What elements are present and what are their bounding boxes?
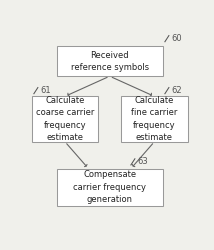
Text: Received
reference symbols: Received reference symbols — [71, 50, 149, 72]
Text: 62: 62 — [172, 86, 183, 95]
FancyBboxPatch shape — [121, 96, 188, 142]
Text: 61: 61 — [41, 86, 52, 95]
Text: 60: 60 — [172, 34, 183, 43]
FancyBboxPatch shape — [32, 96, 98, 142]
FancyBboxPatch shape — [56, 168, 163, 206]
Text: 63: 63 — [138, 157, 149, 166]
Text: Calculate
coarse carrier
frequency
estimate: Calculate coarse carrier frequency estim… — [36, 96, 94, 142]
Text: Calculate
fine carrier
frequency
estimate: Calculate fine carrier frequency estimat… — [131, 96, 178, 142]
FancyBboxPatch shape — [56, 46, 163, 76]
Text: Compensate
carrier frequency
generation: Compensate carrier frequency generation — [73, 170, 146, 204]
